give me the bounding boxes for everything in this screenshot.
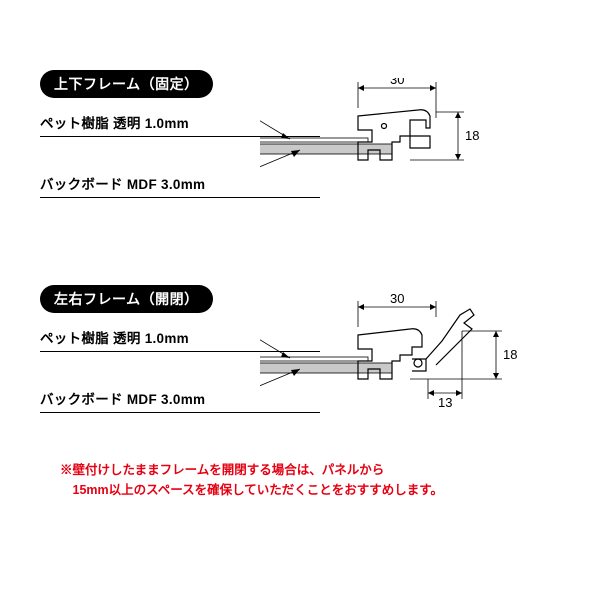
mdf-sheet-2 — [260, 363, 392, 373]
title-pill-fixed: 上下フレーム（固定） — [40, 70, 213, 98]
dim-width-text-2: 30 — [390, 293, 404, 306]
warning-text: ※壁付けしたままフレームを開閉する場合は、パネルから 15mm以上のスペースを確… — [60, 460, 560, 500]
dim-height-18-b: 18 — [410, 331, 517, 379]
dim-width-text-1: 30 — [390, 78, 404, 87]
warning-line-2: 15mm以上のスペースを確保していただくことをおすすめします。 — [60, 480, 560, 500]
dim-flap-13: 13 — [428, 331, 462, 410]
title-pill-openable: 左右フレーム（開閉） — [40, 285, 213, 313]
mdf-sheet-1 — [260, 144, 392, 154]
pet-sheet-2 — [260, 357, 368, 361]
dim-height-text-2: 18 — [503, 347, 517, 362]
pet-sheet-1 — [260, 138, 368, 142]
extrusion-profile-2 — [358, 329, 426, 379]
dim-flap-text: 13 — [438, 395, 452, 410]
section-openable-frame: 左右フレーム（開閉） ペット樹脂 透明 1.0mm バックボード MDF 3.0… — [40, 285, 560, 421]
section-fixed-frame: 上下フレーム（固定） ペット樹脂 透明 1.0mm バックボード MDF 3.0… — [40, 70, 560, 206]
cross-section-fixed: 30 18 — [260, 78, 520, 198]
page: 上下フレーム（固定） ペット樹脂 透明 1.0mm バックボード MDF 3.0… — [0, 0, 600, 600]
warning-line-1: ※壁付けしたままフレームを開閉する場合は、パネルから — [60, 460, 560, 480]
open-flap — [426, 309, 474, 365]
cross-section-openable: 30 18 13 — [260, 293, 520, 413]
dim-height-text-1: 18 — [465, 128, 479, 143]
dim-width-30-b: 30 — [358, 293, 436, 327]
